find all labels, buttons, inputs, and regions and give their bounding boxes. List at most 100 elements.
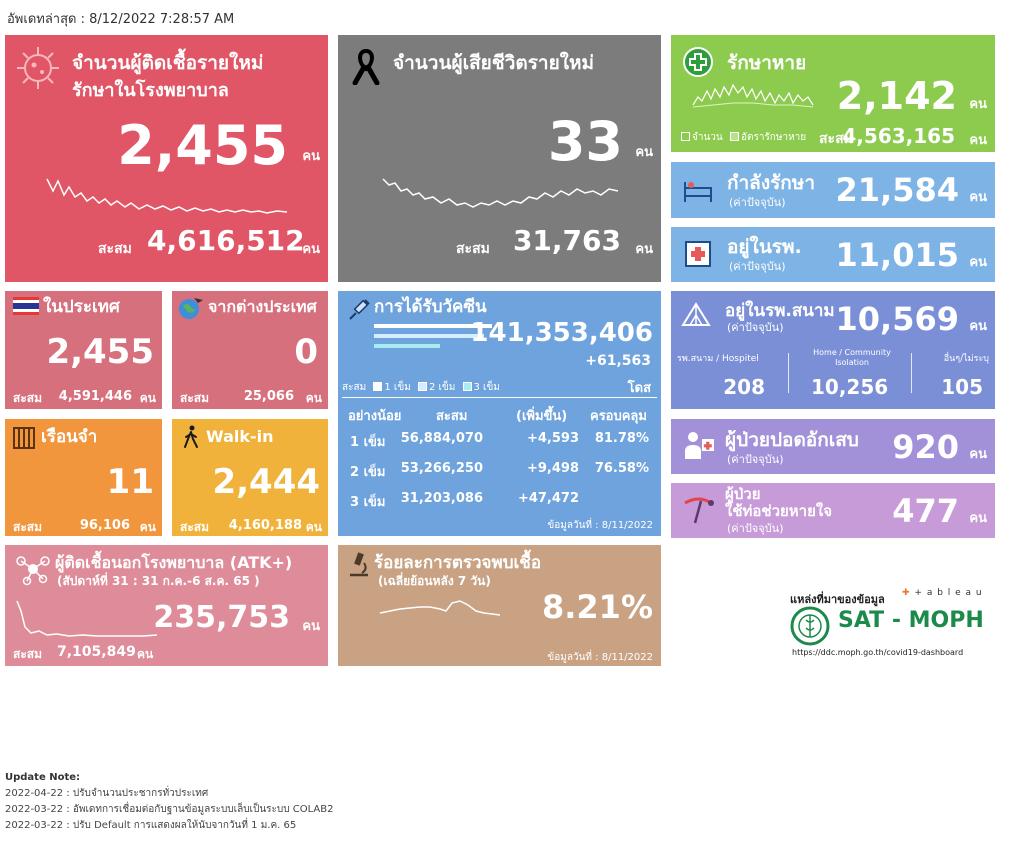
legend-dose2-swatch [417,382,427,391]
list-item: 2022-04-22 : ปรับจำนวนประชากรทั่วประเทศ [5,788,209,799]
tableau-wordmark: + a b l e a u [914,588,983,598]
vaccine-progress-bars [374,324,492,348]
update-notes-heading: Update Note: [5,772,81,783]
prison-cum-label: สะสม [13,520,43,534]
positivity-sub: (เฉลี่ยย้อนหลัง 7 วัน) [378,574,491,588]
table-row-dose: 2 เข็ม [350,465,386,480]
prison-cum-unit: คน [139,520,156,534]
pneumonia-tile[interactable]: ผู้ป่วยปอดอักเสบ (ค่าปัจจุบัน) 920 คน [671,419,995,474]
vaccine-table: อย่างน้อย สะสม (เพิ่มขึ้น) ครอบคลุม 1 เข… [338,405,661,515]
patient-doctor-icon [685,432,714,459]
virus-icon [17,47,59,89]
vaccine-header-cov: ครอบคลุม [590,409,647,424]
hospital-tile[interactable]: อยู่ในรพ. (ค่าปัจจุบัน) 11,015 คน [671,227,995,282]
prison-title: เรือนจำ [41,427,98,447]
table-row-cum: 31,203,086 [400,491,483,506]
source-label: แหล่งที่มาของข้อมูล [790,593,885,606]
field-hospital-divider-1 [788,353,789,393]
tableau-plus-icon: ✚ [902,588,911,598]
legend-dose1-swatch [373,382,383,391]
table-row-dose: 1 เข็ม [350,435,386,450]
new-cases-value: 2,455 [117,114,288,177]
atk-sub: (สัปดาห์ที่ 31 : 31 ก.ค.-6 ส.ค. 65 ) [57,574,260,588]
new-cases-cum-value: 4,616,512 [147,224,305,257]
field-hospital-col3-value: 105 [941,375,983,399]
domestic-title: ในประเทศ [43,297,120,317]
legend-dose3-swatch [462,382,472,391]
atk-title: ผู้ติดเชื้อนอกโรงพยาบาล (ATK+) [55,553,293,572]
positivity-title: ร้อยละการตรวจพบเชื้อ [374,553,542,573]
sat-moph-brand: SAT - MOPH [838,608,984,633]
source-url[interactable]: https://ddc.moph.go.th/covid19-dashboard [792,648,964,657]
ventilator-tile[interactable]: ผู้ป่วย ใช้ท่อช่วยหายใจ (ค่าปัจจุบัน) 47… [671,483,995,538]
positivity-tile[interactable]: ร้อยละการตรวจพบเชื้อ (เฉลี่ยย้อนหลัง 7 ว… [338,545,661,666]
new-deaths-value: 33 [547,110,623,173]
atk-cum-value: 7,105,849 [57,644,136,660]
prison-value: 11 [106,462,154,502]
source-block: แหล่งที่มาของข้อมูล ✚ + a b l e a u SAT … [786,586,986,660]
ribbon-icon [352,49,380,85]
positivity-value: 8.21% [541,588,653,626]
imported-cum-unit: คน [305,391,322,405]
field-hospital-value: 10,569 [835,300,959,338]
thailand-flag-icon [13,297,39,315]
imported-value: 0 [294,332,318,372]
field-hospital-col3-label: อื่นๆ/ไม่ระบุ [943,354,989,364]
globe-plane-icon [179,298,203,319]
new-deaths-title: จำนวนผู้เสียชีวิตรายใหม่ [393,52,595,74]
treating-value: 21,584 [835,171,959,209]
new-cases-cum-label: สะสม [98,241,132,257]
atk-cum-label: สะสม [13,647,43,661]
ventilator-unit: คน [969,511,987,526]
ventilator-tube-icon [684,497,714,524]
table-row-inc: +4,593 [526,431,579,446]
vaccine-title: การได้รับวัคซีน [374,297,487,317]
new-cases-cum-unit: คน [302,242,320,257]
table-row-cov: 76.58% [594,461,649,476]
recovered-tile[interactable]: รักษาหาย 2,142 คน จำนวน อัตรารักษาหาย สะ… [671,35,995,152]
table-row-dose: 3 เข็ม [350,495,386,510]
recovered-unit: คน [969,97,987,112]
prison-tile[interactable]: เรือนจำ 11 สะสม 96,106 คน [5,419,162,536]
walkin-tile[interactable]: Walk-in 2,444 สะสม 4,160,188 คน [172,419,328,536]
atk-cum-unit: คน [137,647,154,661]
vaccine-header-inc: (เพิ่มขึ้น) [516,409,568,424]
vaccine-tile[interactable]: การได้รับวัคซีน 141,353,406 +61,563 โดส … [338,291,661,536]
treating-title: กำลังรักษา [727,172,815,194]
domestic-cum-value: 4,591,446 [58,389,132,404]
new-cases-title: จำนวนผู้ติดเชื้อรายใหม่ [72,52,264,74]
pneumonia-title: ผู้ป่วยปอดอักเสบ [725,429,859,451]
molecule-network-icon [16,556,50,586]
field-hospital-tile[interactable]: อยู่ในรพ.สนาม (ค่าปัจจุบัน) 10,569 คน รพ… [671,291,995,409]
field-hospital-col2-value: 10,256 [811,375,889,399]
hospital-unit: คน [969,255,987,270]
atk-tile[interactable]: ผู้ติดเชื้อนอกโรงพยาบาล (ATK+) (สัปดาห์ท… [5,545,328,666]
syringe-icon [349,299,370,320]
imported-cum-label: สะสม [180,391,210,405]
treating-unit: คน [969,190,987,205]
tableau-logo: ✚ + a b l e a u [902,588,983,598]
list-item: 2022-03-22 : อัพเดทการเชื่อมต่อกับฐานข้อ… [5,804,334,815]
table-row-inc: +47,472 [517,491,579,506]
field-hospital-sub: (ค่าปัจจุบัน) [727,321,784,334]
imported-title: จากต่างประเทศ [208,297,317,316]
ventilator-title2: ใช้ท่อช่วยหายใจ [725,502,833,520]
field-hospital-unit: คน [969,319,987,334]
imported-tile[interactable]: จากต่างประเทศ 0 สะสม 25,066 คน [172,291,328,409]
hospital-value: 11,015 [835,236,959,274]
new-cases-tile[interactable]: จำนวนผู้ติดเชื้อรายใหม่ รักษาในโรงพยาบาล… [5,35,328,282]
recovered-sparkline [692,83,814,108]
vaccine-legend-1: 1 เข็ม [384,382,411,393]
table-row-cov: 81.78% [594,431,649,446]
vaccine-header-dose: อย่างน้อย [348,409,402,424]
domestic-cum-label: สะสม [13,391,43,405]
domestic-tile[interactable]: ในประเทศ 2,455 สะสม 4,591,446 คน [5,291,162,409]
treating-sub: (ค่าปัจจุบัน) [729,196,786,209]
moph-seal-icon [790,606,830,646]
treating-tile[interactable]: กำลังรักษา (ค่าปัจจุบัน) 21,584 คน [671,162,995,218]
domestic-value: 2,455 [46,332,154,372]
last-updated: อัพเดทล่าสุด : 8/12/2022 7:28:57 AM [7,12,235,27]
atk-value: 235,753 [153,600,290,635]
table-row-cum: 56,884,070 [400,431,483,446]
new-deaths-tile[interactable]: จำนวนผู้เสียชีวิตรายใหม่ 33 คน สะสม 31,7… [338,35,661,282]
